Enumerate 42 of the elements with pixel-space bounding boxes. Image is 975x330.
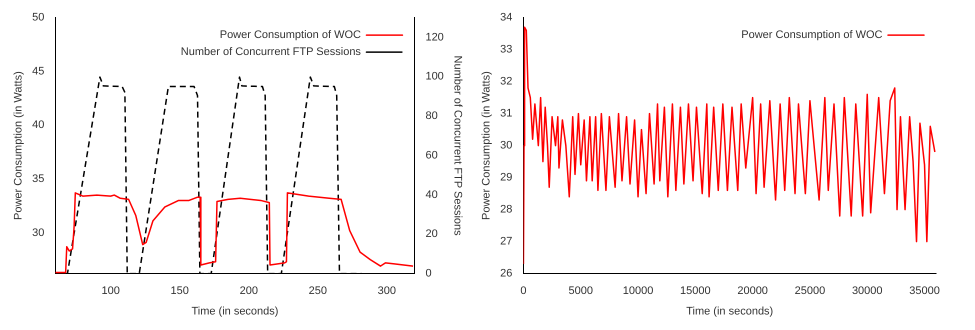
x-tick-label: 0 (520, 285, 526, 298)
y-tick-label: 31 (500, 108, 512, 120)
legend-label: Number of Concurrent FTP Sessions (180, 46, 362, 58)
y2-tick-label: 0 (425, 268, 432, 280)
y-tick-label: 30 (500, 140, 512, 152)
legend-label: Power Consumption of WOC (741, 29, 883, 42)
x-tick-label: 20000 (737, 285, 768, 298)
y-tick-label: 45 (32, 65, 44, 78)
y-axis-title: Power Consumption (in Watts) (480, 71, 493, 220)
y2-tick-label: 60 (425, 149, 438, 162)
x-axis-title: Time (in seconds) (191, 305, 278, 318)
y2-tick-label: 40 (425, 188, 438, 201)
y-tick-label: 50 (32, 12, 44, 24)
y-tick-label: 30 (32, 226, 44, 239)
x-tick-label: 250 (308, 285, 327, 298)
y-tick-label: 34 (500, 12, 512, 24)
y-tick-label: 29 (500, 172, 512, 184)
y-axis-title: Power Consumption (in Watts) (12, 71, 25, 220)
x-axis-title: Time (in seconds) (686, 305, 774, 318)
y-tick-label: 27 (500, 236, 512, 248)
y-tick-label: 33 (500, 44, 512, 56)
x-tick-label: 25000 (794, 285, 826, 298)
x-tick-label: 200 (240, 285, 258, 298)
x-tick-label: 300 (378, 285, 396, 298)
legend-label: Power Consumption of WOC (220, 29, 361, 42)
y2-axis-title: Number of Concurrent FTP Sessions (451, 56, 464, 236)
x-tick-label: 35000 (909, 285, 940, 298)
y2-tick-label: 100 (425, 70, 444, 83)
y-tick-label: 35 (32, 172, 44, 185)
x-tick-label: 100 (101, 285, 120, 298)
x-tick-label: 5000 (568, 285, 593, 298)
y2-tick-label: 80 (425, 110, 438, 122)
y-tick-label: 28 (500, 204, 512, 216)
y-tick-label: 32 (500, 76, 512, 88)
x-tick-label: 15000 (680, 285, 711, 298)
x-tick-label: 30000 (852, 285, 883, 298)
x-tick-label: 150 (170, 285, 189, 298)
y-tick-label: 40 (32, 119, 44, 132)
y2-tick-label: 20 (425, 228, 438, 240)
x-tick-label: 10000 (622, 285, 654, 298)
y-tick-label: 26 (500, 268, 512, 280)
y2-tick-label: 120 (425, 31, 444, 44)
